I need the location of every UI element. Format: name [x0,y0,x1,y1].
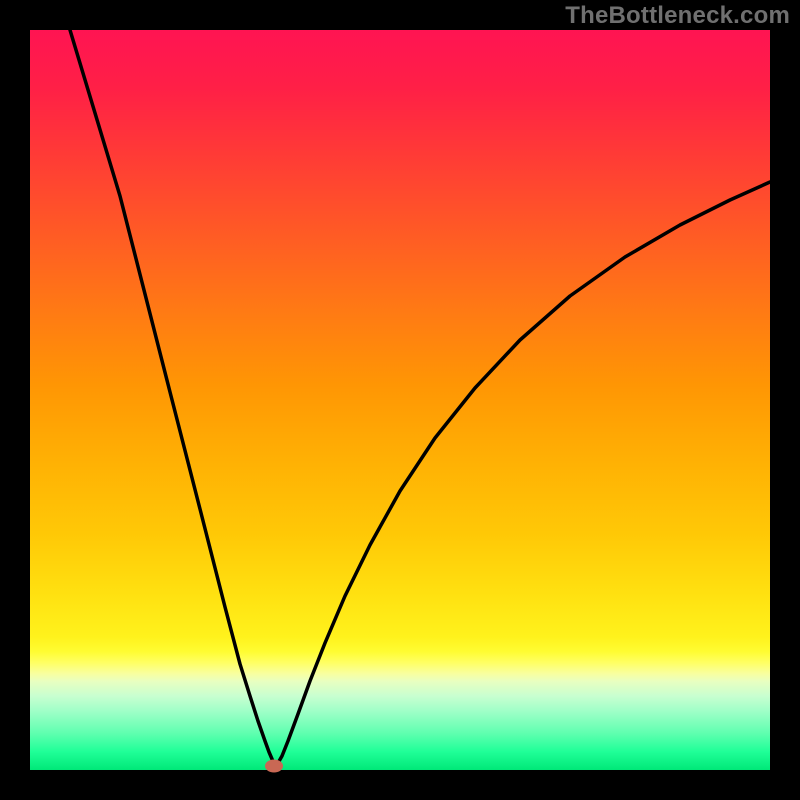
plot-gradient-background [30,30,770,770]
optimum-marker [265,760,283,773]
chart-container: TheBottleneck.com [0,0,800,800]
bottleneck-chart [0,0,800,800]
watermark-text: TheBottleneck.com [565,2,790,30]
